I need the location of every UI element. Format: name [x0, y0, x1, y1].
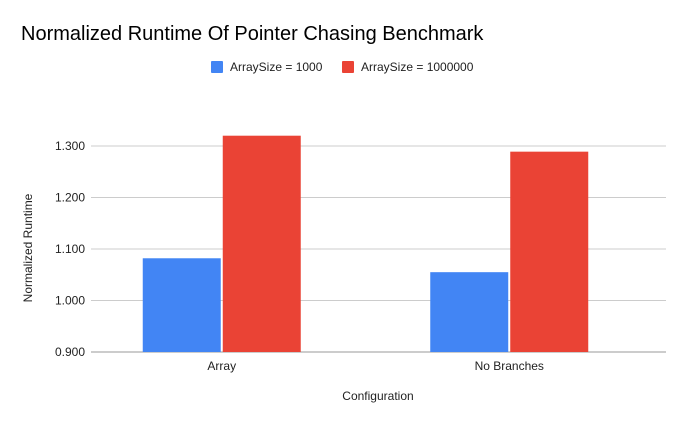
bar-no-branches-series-1	[430, 272, 509, 352]
y-tick-label: 1.300	[55, 139, 85, 153]
y-tick-label: 1.000	[55, 294, 85, 308]
y-axis-ticks: 0.900 1.000 1.100 1.200 1.300	[55, 139, 85, 359]
legend-swatch	[342, 61, 354, 73]
y-tick-label: 1.100	[55, 242, 85, 256]
y-tick-label: 1.200	[55, 191, 85, 205]
y-tick-label: 0.900	[55, 345, 85, 359]
legend-swatch	[211, 61, 223, 73]
x-tick-label: Array	[207, 359, 236, 373]
bar-array-series-2	[222, 135, 301, 352]
chart-title: Normalized Runtime Of Pointer Chasing Be…	[21, 23, 484, 45]
legend: ArraySize = 1000 ArraySize = 1000000	[211, 60, 474, 74]
bar-array-series-1	[142, 258, 221, 352]
bars	[142, 135, 589, 352]
x-axis-title: Configuration	[342, 389, 413, 403]
x-tick-label: No Branches	[475, 359, 544, 373]
y-axis-title: Normalized Runtime	[21, 193, 35, 302]
x-axis-ticks: Array No Branches	[207, 359, 544, 373]
legend-label: ArraySize = 1000	[230, 60, 323, 74]
bar-no-branches-series-2	[510, 151, 589, 352]
legend-label: ArraySize = 1000000	[361, 60, 474, 74]
